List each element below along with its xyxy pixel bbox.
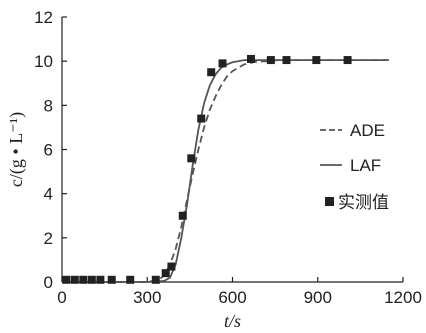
data-point-measured: [207, 68, 216, 77]
data-point-measured: [126, 275, 135, 284]
y-tick-label: 12: [34, 8, 53, 27]
x-tick-label: 600: [218, 288, 246, 307]
x-tick-label: 0: [57, 288, 66, 307]
data-point-measured: [197, 114, 206, 123]
plot-area: [62, 54, 389, 284]
legend-label: LAF: [350, 156, 381, 175]
series-line-laf: [62, 59, 389, 283]
data-point-measured: [266, 56, 275, 65]
data-point-measured: [70, 275, 79, 284]
axes: 0 300 600 900 1200 0 2 4 6 8 10 12: [34, 8, 422, 307]
y-tick-label: 2: [44, 229, 53, 248]
legend-label: 实测值: [338, 193, 389, 212]
legend-marker: [325, 197, 334, 206]
data-point-measured: [62, 275, 71, 284]
data-point-measured: [96, 275, 105, 284]
legend-label: ADE: [350, 121, 385, 140]
data-point-measured: [187, 154, 196, 163]
data-point-measured: [282, 56, 291, 65]
data-point-measured: [178, 211, 187, 220]
data-point-measured: [312, 56, 321, 65]
data-point-measured: [151, 275, 160, 284]
series-line-ade: [62, 59, 389, 283]
data-point-measured: [246, 54, 255, 63]
x-axis-title: t/s: [224, 311, 241, 331]
x-tick-label: 300: [133, 288, 161, 307]
y-tick-label: 10: [34, 52, 53, 71]
x-tick-label: 1200: [384, 288, 422, 307]
data-point-measured: [79, 275, 88, 284]
legend: ADE LAF 实测值: [320, 121, 389, 212]
data-point-measured: [167, 262, 176, 271]
data-point-measured: [343, 56, 352, 65]
y-tick-label: 8: [44, 96, 53, 115]
y-tick-label: 0: [44, 273, 53, 292]
data-point-measured: [161, 269, 170, 278]
x-tick-label: 900: [304, 288, 332, 307]
data-point-measured: [87, 275, 96, 284]
y-tick-label: 4: [44, 185, 53, 204]
y-tick-label: 6: [44, 141, 53, 160]
data-point-measured: [218, 59, 227, 68]
y-axis-title: c/(g • L⁻¹): [6, 112, 27, 187]
data-point-measured: [107, 275, 116, 284]
